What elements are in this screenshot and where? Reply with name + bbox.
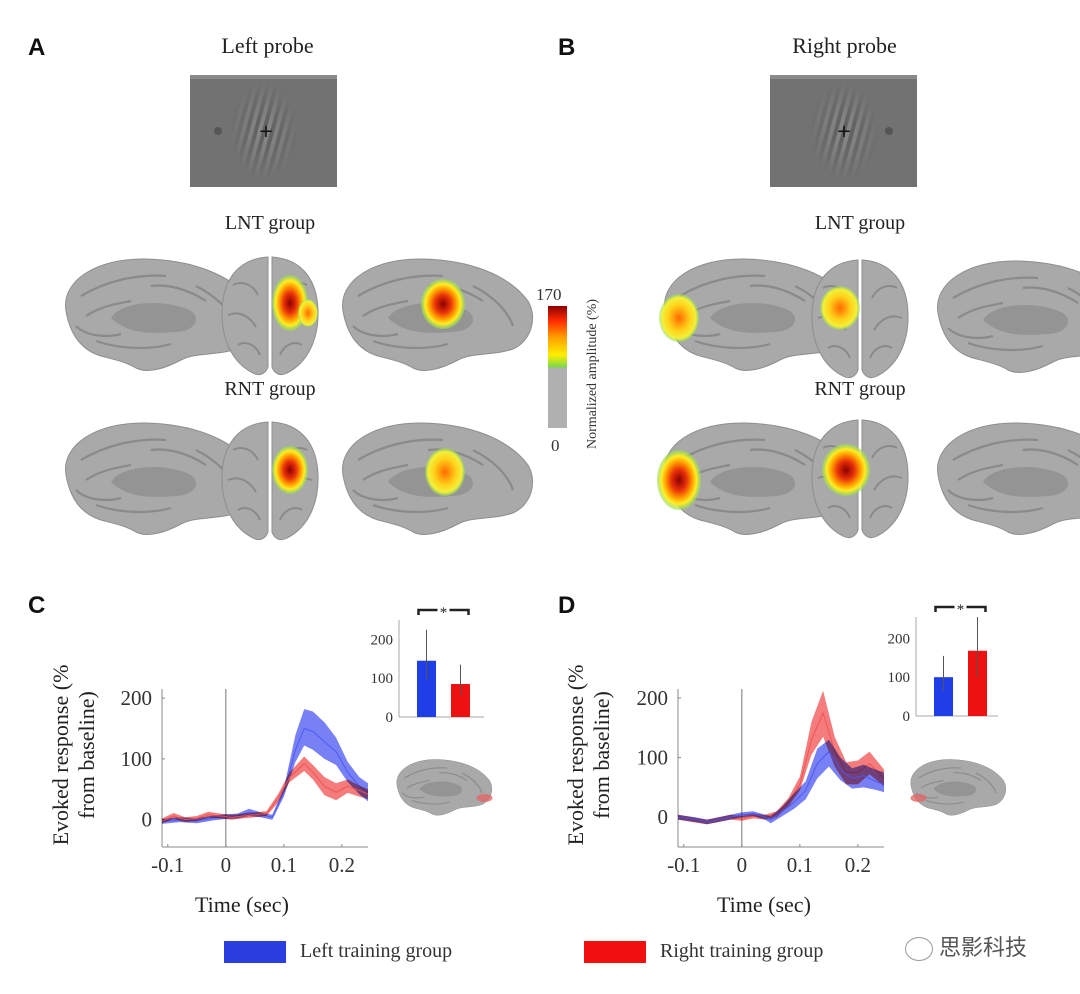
colorbar-min-label: 0 [551, 436, 560, 455]
x-tick-label: 0.1 [271, 853, 297, 877]
x-tick-label: 0.2 [845, 853, 871, 877]
brain-b-rnt-right-medial [936, 421, 1080, 536]
c-ylabel: Evoked response (% from baseline) [48, 650, 100, 860]
activation-blob [425, 448, 465, 496]
inset-y-tick-label: 0 [386, 710, 394, 726]
bar-left-training-group [417, 660, 436, 717]
activation-blob [820, 286, 860, 330]
d-ylabel: Evoked response (% from baseline) [563, 650, 615, 860]
fixation-cross-icon: + [258, 121, 273, 142]
brain-a-lnt-right-medial [341, 257, 534, 372]
mean-line-left-training-group [677, 750, 885, 823]
panel-letter-b: B [558, 34, 576, 61]
colorbar-axis-label: Normalized amplitude (%) [585, 298, 600, 450]
right-probe-stimulus: + [770, 75, 917, 187]
c-xlabel: Time (sec) [195, 892, 289, 917]
d-xlabel: Time (sec) [717, 892, 811, 917]
activation-blob [822, 444, 870, 496]
mean-line-left-training-group [161, 727, 369, 822]
panel-letter-c: C [28, 592, 46, 619]
activation-blob [659, 294, 699, 342]
chart-d-inset-bars: 0 100 200 * [888, 602, 998, 725]
a-lnt-group-label: LNT group [224, 212, 316, 234]
inset-y-tick-label: 200 [888, 631, 911, 647]
wechat-icon [905, 937, 933, 961]
left-probe-stimulus: + [190, 75, 337, 187]
watermark-text: 思影科技 [939, 936, 1028, 961]
y-tick-label: 100 [637, 746, 669, 770]
brain-a-rnt-posterior [220, 421, 320, 541]
colorbar-max-label: 170 [536, 285, 562, 304]
right-probe-title: Right probe [792, 33, 897, 58]
stimulus-svg: + [190, 75, 337, 187]
c-ylabel-text: Evoked response (% from baseline) [48, 664, 99, 846]
y-tick-label: 0 [142, 808, 153, 832]
x-tick-label: 0 [737, 853, 748, 877]
roi-highlight [910, 794, 927, 802]
bar-right-training-group [451, 684, 470, 717]
activation-blob [657, 450, 701, 510]
brain-b-lnt-left-medial [659, 257, 856, 372]
probe-dot [885, 127, 893, 135]
legend-label-right: Right training group [660, 940, 824, 962]
significance-star: * [440, 605, 448, 621]
brain-b-rnt-left-medial [657, 421, 856, 536]
x-tick-label: 0.2 [329, 853, 355, 877]
x-tick-label: 0 [221, 853, 232, 877]
bracket-gap [437, 605, 450, 615]
mean-line-right-training-group [161, 763, 369, 822]
legend-swatch-left [224, 941, 286, 963]
bar-left-training-group [934, 677, 953, 716]
brain-b-rnt-posterior [810, 419, 910, 539]
panel-letter-a: A [28, 34, 46, 61]
x-tick-label: -0.1 [667, 853, 700, 877]
error-band-left-training-group [678, 739, 884, 825]
x-tick-label: 0.1 [787, 853, 813, 877]
colorbar-axis-label-wrap: Normalized amplitude (%) [585, 288, 601, 460]
error-band-left-training-group [162, 709, 368, 824]
inset-y-tick-label: 100 [888, 670, 911, 686]
inset-y-tick-label: 0 [903, 709, 911, 725]
legend-swatch-right [584, 941, 646, 963]
probe-dot [214, 127, 222, 135]
brain-inset-c [396, 758, 493, 816]
activation-blob [421, 279, 465, 329]
b-rnt-group-label: RNT group [814, 378, 906, 400]
fixation-cross-icon: + [836, 121, 851, 142]
error-band-right-training-group [162, 756, 368, 824]
y-tick-label: 200 [121, 686, 153, 710]
brain-b-lnt-right-medial [936, 259, 1080, 374]
chart-c-inset-bars: 0 100 200 * [371, 605, 484, 726]
panel-letter-d: D [558, 592, 576, 619]
activation-blob [298, 299, 318, 327]
roi-highlight [476, 794, 493, 802]
y-tick-label: 200 [637, 686, 669, 710]
a-rnt-group-label: RNT group [224, 378, 316, 400]
stimulus-svg: + [770, 75, 917, 187]
b-lnt-group-label: LNT group [814, 212, 906, 234]
chart-d-evoked-response: 0 100 200 -0.1 0 0.1 0.2 [637, 686, 885, 877]
brain-inset-d [910, 758, 1007, 816]
brain-a-lnt-posterior [220, 256, 320, 376]
activation-blob [272, 446, 308, 494]
bracket-gap [954, 602, 967, 612]
colorbar [548, 306, 567, 428]
chart-c-evoked-response: 0 100 200 -0.1 0 0.1 0.2 [121, 686, 369, 877]
watermark: 思影科技 [905, 930, 1027, 962]
bar-right-training-group [968, 650, 987, 716]
y-tick-label: 0 [658, 805, 669, 829]
inset-y-tick-label: 200 [371, 632, 394, 648]
y-tick-label: 100 [121, 747, 153, 771]
brain-a-rnt-right-medial [341, 421, 534, 536]
significance-star: * [957, 602, 965, 618]
x-tick-label: -0.1 [151, 853, 184, 877]
brain-b-lnt-posterior [810, 259, 910, 379]
left-probe-title: Left probe [221, 33, 314, 58]
d-ylabel-text: Evoked response (% from baseline) [563, 664, 614, 846]
error-band-right-training-group [678, 690, 884, 825]
inset-y-tick-label: 100 [371, 671, 394, 687]
legend-label-left: Left training group [300, 940, 453, 962]
